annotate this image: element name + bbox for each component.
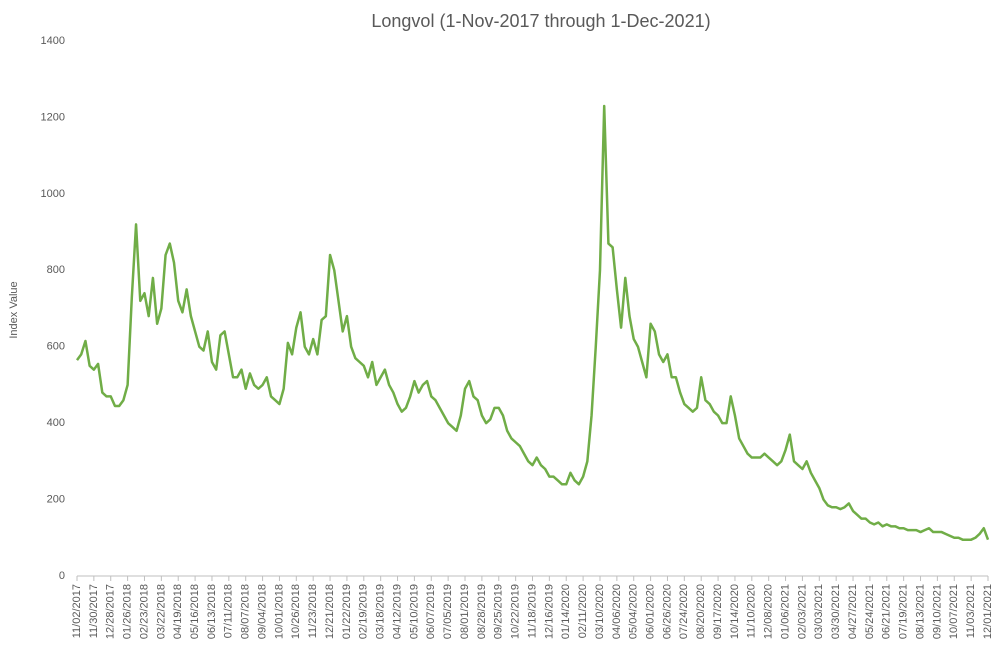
x-tick-label: 05/24/2021 [864,584,876,639]
x-tick-label: 11/03/2021 [965,584,977,638]
x-tick-label: 01/22/2019 [341,584,353,639]
x-tick-label: 11/30/2017 [88,584,100,638]
x-tick-label: 09/17/2020 [712,584,724,639]
y-tick-label: 0 [59,570,65,582]
y-tick-label: 800 [47,264,65,276]
x-tick-label: 04/06/2020 [611,584,623,639]
x-tick-label: 08/20/2020 [695,584,707,639]
y-tick-label: 200 [47,493,65,505]
series-line [75,104,990,541]
x-tick-label: 06/21/2021 [881,584,893,639]
x-tick-label: 07/05/2019 [442,584,454,639]
y-tick-label: 400 [47,417,65,429]
x-tick-label: 04/27/2021 [847,584,859,639]
x-tick-label: 11/10/2020 [746,584,758,638]
x-tick-label: 04/12/2019 [391,584,403,639]
x-tick-label: 03/22/2018 [155,584,167,639]
x-tick-label: 06/07/2019 [425,584,437,639]
x-tick-label: 06/26/2020 [661,584,673,639]
y-tick-label: 1000 [41,188,65,200]
x-tick-label: 08/13/2021 [914,584,926,639]
y-tick-label: 600 [47,341,65,353]
x-tick-label: 05/04/2020 [628,584,640,639]
x-tick-label: 10/01/2018 [273,584,285,639]
x-tick-label: 09/04/2018 [256,584,268,639]
x-tick-label: 12/16/2019 [543,584,555,639]
x-tick-label: 12/08/2020 [763,584,775,639]
y-axis-label: Index Value [8,281,20,338]
x-tick-label: 04/19/2018 [172,584,184,639]
chart-title: Longvol (1-Nov-2017 through 1-Dec-2021) [371,11,710,31]
x-tick-label: 10/07/2021 [948,584,960,639]
x-tick-label: 07/24/2020 [678,584,690,639]
y-tick-label: 1200 [41,111,65,123]
x-tick-label: 11/23/2018 [307,584,319,638]
x-tick-label: 02/03/2021 [796,584,808,639]
x-tick-label: 01/14/2020 [560,584,572,639]
x-tick-label: 10/14/2020 [729,584,741,639]
x-tick-label: 06/01/2020 [644,584,656,639]
x-tick-label: 05/16/2018 [189,584,201,639]
x-tick-label: 08/01/2019 [459,584,471,639]
x-tick-label: 02/11/2020 [577,584,589,638]
x-tick-label: 02/23/2018 [138,584,150,639]
x-tick-label: 03/30/2021 [830,584,842,639]
x-tick-label: 01/06/2021 [779,584,791,639]
x-tick-label: 09/25/2019 [493,584,505,639]
x-tick-label: 02/19/2019 [358,584,370,639]
x-tick-label: 07/19/2021 [898,584,910,639]
x-tick-label: 10/22/2019 [510,584,522,639]
x-tick-label: 12/21/2018 [324,584,336,639]
x-tick-label: 12/28/2017 [105,584,117,639]
x-tick-label: 08/07/2018 [240,584,252,639]
x-tick-label: 06/13/2018 [206,584,218,639]
x-tick-label: 03/03/2021 [813,584,825,639]
x-tick-label: 12/01/2021 [982,584,994,639]
x-tick-label: 10/26/2018 [290,584,302,639]
x-tick-label: 09/10/2021 [931,584,943,639]
x-tick-label: 03/10/2020 [594,584,606,639]
x-tick-label: 07/11/2018 [223,584,235,638]
x-tick-label: 11/18/2019 [526,584,538,638]
x-tick-label: 05/10/2019 [408,584,420,639]
y-tick-label: 1400 [41,35,65,47]
x-tick-label: 03/18/2019 [375,584,387,639]
x-tick-label: 01/26/2018 [122,584,134,639]
x-tick-label: 11/02/2017 [71,584,83,638]
x-tick-label: 08/28/2019 [476,584,488,639]
